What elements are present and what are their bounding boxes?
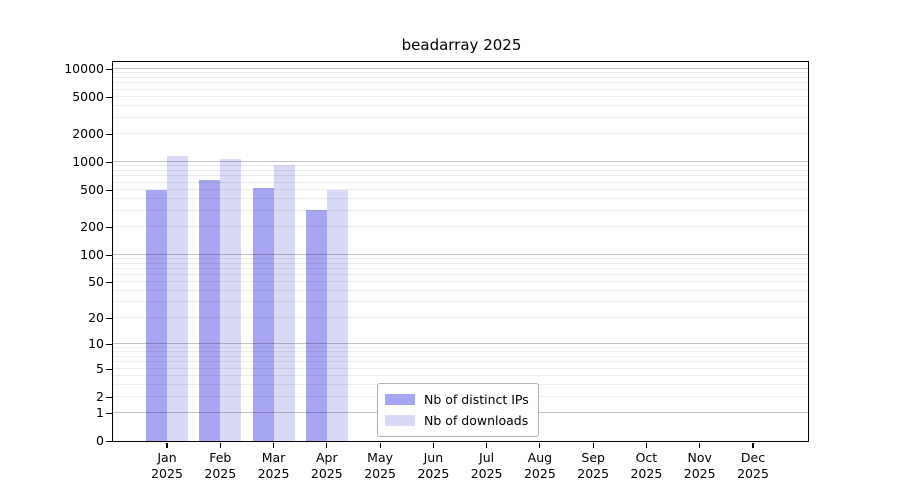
bar-apr-distinct-ips	[305, 209, 327, 441]
y-tick-mark	[106, 134, 112, 136]
bar-jan-distinct-ips	[146, 189, 167, 441]
x-tick-mark	[379, 443, 381, 448]
x-tick-label-apr: Apr 2025	[310, 450, 343, 481]
y-tick-mark	[106, 97, 112, 99]
y-tick-label: 2000	[72, 126, 104, 141]
minor-gridline	[113, 165, 808, 167]
x-tick-mark	[699, 443, 701, 448]
y-tick-label: 50	[88, 274, 104, 290]
x-tick-mark	[219, 443, 221, 448]
y-tick-label: 20	[88, 310, 104, 325]
minor-gridline	[113, 105, 808, 106]
y-tick-mark	[106, 396, 112, 398]
legend-swatch-distinct-ips	[385, 394, 415, 405]
x-tick-mark	[166, 443, 168, 448]
legend-label-downloads: Nb of downloads	[424, 413, 529, 428]
y-tick-mark	[106, 368, 112, 370]
x-tick-mark	[752, 443, 754, 448]
minor-gridline	[113, 116, 808, 118]
legend: Nb of distinct IPs Nb of downloads	[377, 383, 539, 437]
major-gridline	[113, 161, 808, 162]
y-tick-mark	[106, 344, 112, 346]
x-tick-mark	[326, 443, 328, 448]
x-tick-label-oct: Oct 2025	[630, 450, 663, 481]
x-tick-label-jan: Jan 2025	[151, 450, 183, 481]
y-tick-label: 10000	[64, 61, 104, 76]
y-tick-label: 0	[96, 433, 104, 448]
x-tick-mark	[539, 443, 541, 448]
legend-row-distinct-ips: Nb of distinct IPs	[385, 389, 529, 410]
y-tick-label: 5000	[72, 89, 104, 104]
legend-label-distinct-ips: Nb of distinct IPs	[424, 392, 529, 407]
x-tick-label-mar: Mar 2025	[257, 450, 290, 481]
x-tick-mark	[592, 443, 594, 448]
x-tick-mark	[645, 443, 647, 448]
y-tick-mark	[106, 162, 112, 164]
minor-gridline	[113, 96, 808, 97]
x-tick-mark	[432, 443, 434, 448]
legend-row-downloads: Nb of downloads	[385, 410, 529, 431]
bar-mar-distinct-ips	[252, 187, 274, 441]
y-tick-mark	[106, 69, 112, 71]
y-tick-mark	[106, 254, 112, 256]
y-tick-label: 200	[80, 218, 104, 234]
y-tick-mark	[106, 318, 112, 320]
y-tick-mark	[106, 441, 112, 443]
y-tick-mark	[106, 413, 112, 415]
minor-gridline	[113, 88, 808, 90]
y-tick-label: 100	[80, 246, 104, 262]
x-tick-label-nov: Nov 2025	[683, 450, 716, 481]
x-tick-label-aug: Aug 2025	[523, 450, 556, 481]
x-tick-label-jun: Jun 2025	[417, 450, 450, 481]
x-tick-label-sep: Sep 2025	[577, 450, 610, 481]
chart-title: beadarray 2025	[401, 36, 522, 54]
x-tick-label-feb: Feb 2025	[204, 450, 237, 481]
y-tick-mark	[106, 189, 112, 192]
minor-gridline	[113, 133, 808, 134]
x-tick-label-may: May 2025	[364, 450, 396, 481]
y-tick-label: 1	[96, 405, 104, 420]
y-tick-mark	[106, 282, 112, 284]
minor-gridline	[113, 175, 808, 177]
x-tick-mark	[272, 443, 275, 448]
y-tick-label: 1000	[72, 154, 104, 169]
bar-feb-downloads	[220, 159, 242, 441]
y-tick-label: 500	[80, 181, 104, 197]
bar-mar-downloads	[273, 164, 295, 441]
y-tick-mark	[106, 226, 112, 228]
minor-gridline	[113, 170, 808, 171]
x-tick-mark	[486, 443, 488, 448]
y-tick-label: 2	[96, 388, 104, 404]
major-gridline	[113, 68, 808, 69]
x-tick-label-jul: Jul 2025	[470, 450, 503, 481]
plot-area: Nb of distinct IPs Nb of downloads	[112, 61, 809, 442]
minor-gridline	[113, 82, 808, 84]
legend-swatch-downloads	[385, 415, 415, 426]
minor-gridline	[113, 77, 808, 78]
y-tick-label: 5	[96, 360, 104, 376]
bar-jan-downloads	[167, 156, 188, 441]
y-tick-label: 10	[88, 336, 104, 352]
bar-apr-downloads	[326, 189, 348, 441]
minor-gridline	[113, 72, 808, 74]
x-tick-label-dec: Dec 2025	[737, 450, 769, 481]
bar-feb-distinct-ips	[199, 179, 221, 441]
